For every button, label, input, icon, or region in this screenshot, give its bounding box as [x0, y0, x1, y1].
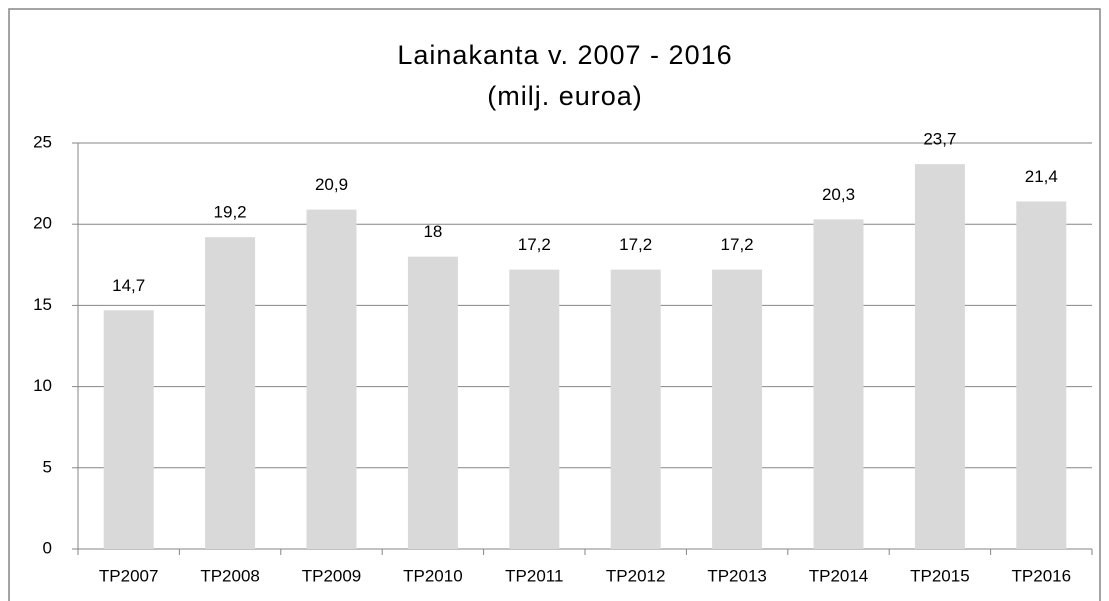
data-label: 20,3 [822, 185, 855, 204]
x-tick-label: TP2007 [99, 566, 159, 585]
x-tick-label: TP2009 [302, 566, 362, 585]
bar [205, 237, 256, 549]
chart-subtitle: (milj. euroa) [487, 81, 643, 111]
x-tick-label: TP2016 [1012, 566, 1072, 585]
y-tick-label: 25 [33, 132, 52, 151]
data-label: 17,2 [619, 235, 652, 254]
x-tick-label: TP2008 [200, 566, 260, 585]
data-label: 17,2 [518, 235, 551, 254]
bar [914, 164, 965, 549]
bar [712, 269, 763, 549]
data-label: 19,2 [214, 203, 247, 222]
data-label: 23,7 [923, 130, 956, 149]
bar [610, 269, 661, 549]
chart-title: Lainakanta v. 2007 - 2016 [397, 40, 732, 70]
x-tick-label: TP2012 [606, 566, 666, 585]
data-label: 21,4 [1025, 167, 1058, 186]
data-label: 20,9 [315, 175, 348, 194]
y-tick-label: 20 [33, 214, 52, 233]
x-tick-label: TP2014 [809, 566, 869, 585]
bar [1016, 201, 1067, 550]
bar [306, 209, 357, 550]
x-tick-label: TP2013 [707, 566, 767, 585]
data-label: 18 [423, 222, 442, 241]
y-tick-label: 10 [33, 376, 52, 395]
x-tick-label: TP2010 [403, 566, 463, 585]
bar [509, 269, 560, 549]
bar [813, 219, 864, 549]
bar [103, 310, 154, 549]
x-tick-label: TP2011 [505, 566, 563, 585]
data-label: 17,2 [721, 235, 754, 254]
y-tick-label: 15 [33, 295, 52, 314]
y-tick-label: 0 [43, 538, 52, 557]
data-label: 14,7 [112, 276, 145, 295]
bar [407, 256, 458, 549]
x-tick-label: TP2015 [910, 566, 970, 585]
y-tick-label: 5 [43, 457, 52, 476]
